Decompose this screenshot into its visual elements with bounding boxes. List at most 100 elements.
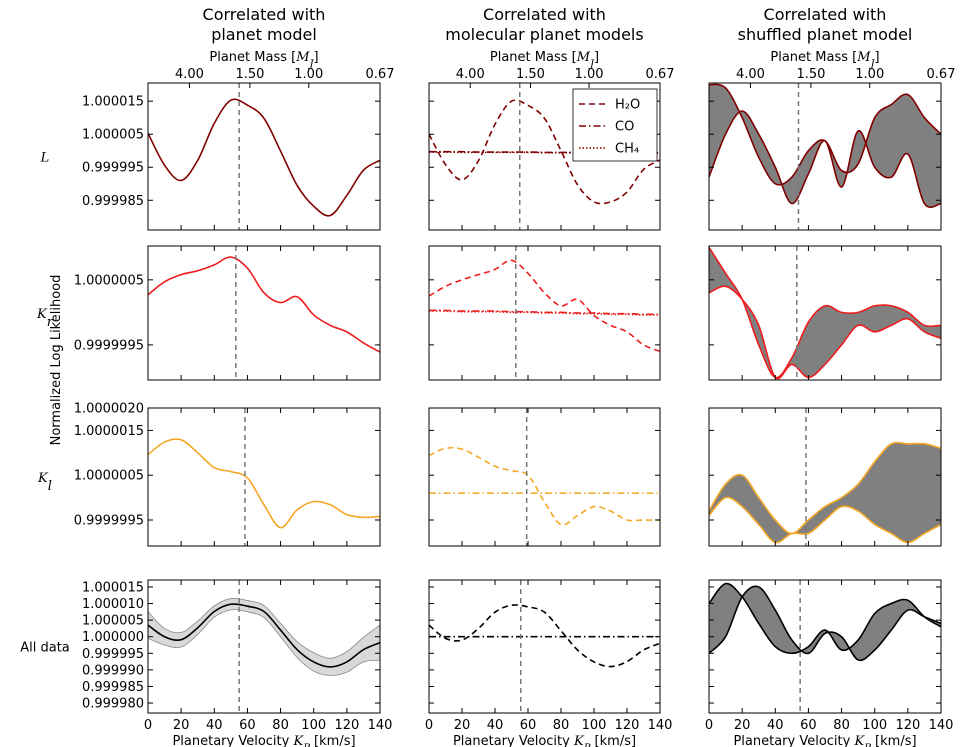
y-axis-label: Normalized Log Likelihood [49,275,64,446]
row-label-main: L [40,151,50,166]
legend-label: CO [615,120,634,135]
label-part: J [588,59,595,70]
x2-tick-label: 4.00 [456,67,485,82]
panel [709,83,941,230]
label-part: [km/s] [871,734,917,747]
x-tick-label: 40 [206,718,223,733]
x2-axis-label: Planet Mass [MJ] [770,50,879,70]
column-title: shuffled planet model [738,25,913,44]
x-tick-label: 60 [520,718,537,733]
legend-label: CH₄ [615,142,639,157]
series-line [709,496,941,544]
series-line [429,259,660,353]
column-title: Correlated with [203,5,326,24]
series-line [429,310,660,316]
label-part: [km/s] [590,734,636,747]
x2-tick-label: 0.67 [927,67,956,82]
x-tick-label: 80 [553,718,570,733]
column-title: Correlated with [764,5,887,24]
y-tick-label: 1.000000 [82,630,144,645]
x-tick-label: 20 [173,718,190,733]
panel [429,246,660,380]
x2-tick-label: 1.50 [516,67,545,82]
label-part: Planetary Velocity [733,734,854,747]
x-tick-label: 120 [615,718,640,733]
series-line [148,256,380,353]
band-fill [148,598,380,676]
x-axis-label: Planetary Velocity KP [km/s] [172,734,355,747]
x-tick-label: 20 [454,718,471,733]
y-tick-label: 1.000015 [82,95,144,110]
panel [429,580,660,713]
panel [709,408,941,546]
label-part: P [583,743,591,747]
spread-fill [709,583,941,661]
panel-frame [147,407,381,547]
x-tick-label: 100 [301,718,326,733]
y-tick-label: 0.999980 [82,697,144,712]
y-tick-label: 1.000010 [82,597,144,612]
label-part: M [576,50,591,65]
label-part: P [863,743,871,747]
row-label-main: All data [20,641,70,656]
panel [709,246,941,380]
label-part: K [853,734,865,747]
y-tick-label: 0.999985 [82,680,144,695]
x-tick-label: 40 [487,718,504,733]
x-tick-label: 60 [800,718,817,733]
row-label: L [40,151,50,166]
x-tick-label: 140 [929,718,954,733]
column-title: planet model [211,25,317,44]
x2-axis-label: Planet Mass [MJ] [490,50,599,70]
label-part: Planet Mass [ [490,50,577,65]
x-tick-label: 140 [368,718,393,733]
label-part: ] [314,50,319,65]
x-tick-label: 80 [272,718,289,733]
panel-frame [428,245,661,381]
y-tick-label: 0.999995 [82,647,144,662]
y-tick-label: 1.000005 [82,614,144,629]
y-tick-label: 1.0000015 [74,424,144,439]
x-tick-label: 60 [239,718,256,733]
x2-tick-label: 4.00 [736,67,765,82]
series-line [709,441,941,535]
band-lower [148,609,380,676]
series-line [429,446,660,526]
series-line [148,603,380,668]
label-part: M [856,50,871,65]
band-upper [148,597,380,659]
panel-frame [708,245,942,381]
x-tick-label: 120 [334,718,359,733]
series-line [429,99,660,205]
x-tick-label: 0 [144,718,152,733]
y-tick-label: 0.999990 [82,663,144,678]
y-tick-label: 0.999995 [82,161,144,176]
x2-axis-label: Planet Mass [MJ] [209,50,318,70]
x-axis-label: Planetary Velocity KP [km/s] [453,734,636,747]
y-tick-label: 0.999985 [82,194,144,209]
x2-tick-label: 1.00 [294,67,323,82]
x-axis-label: Planetary Velocity KP [km/s] [733,734,916,747]
panel-frame [428,82,661,231]
y-tick-label: 1.000005 [82,128,144,143]
column-title: molecular planet models [445,25,643,44]
spread-fill [709,247,941,379]
row-label-main: K [37,471,49,486]
label-part: J [308,59,315,70]
label-part: Planetary Velocity [453,734,574,747]
panel [148,408,380,546]
label-part: K [292,734,304,747]
label-part: [km/s] [310,734,356,747]
legend-box [572,88,658,162]
y-tick-label: 0.9999995 [74,514,144,529]
spread-fill [709,442,941,543]
panel-frame [147,82,381,231]
x2-tick-label: 4.00 [175,67,204,82]
x2-tick-label: 1.00 [575,67,604,82]
series-line [709,110,941,209]
x-tick-label: 120 [895,718,920,733]
label-part: Planet Mass [ [770,50,857,65]
x-tick-label: 20 [734,718,751,733]
panel-frame [147,245,381,381]
